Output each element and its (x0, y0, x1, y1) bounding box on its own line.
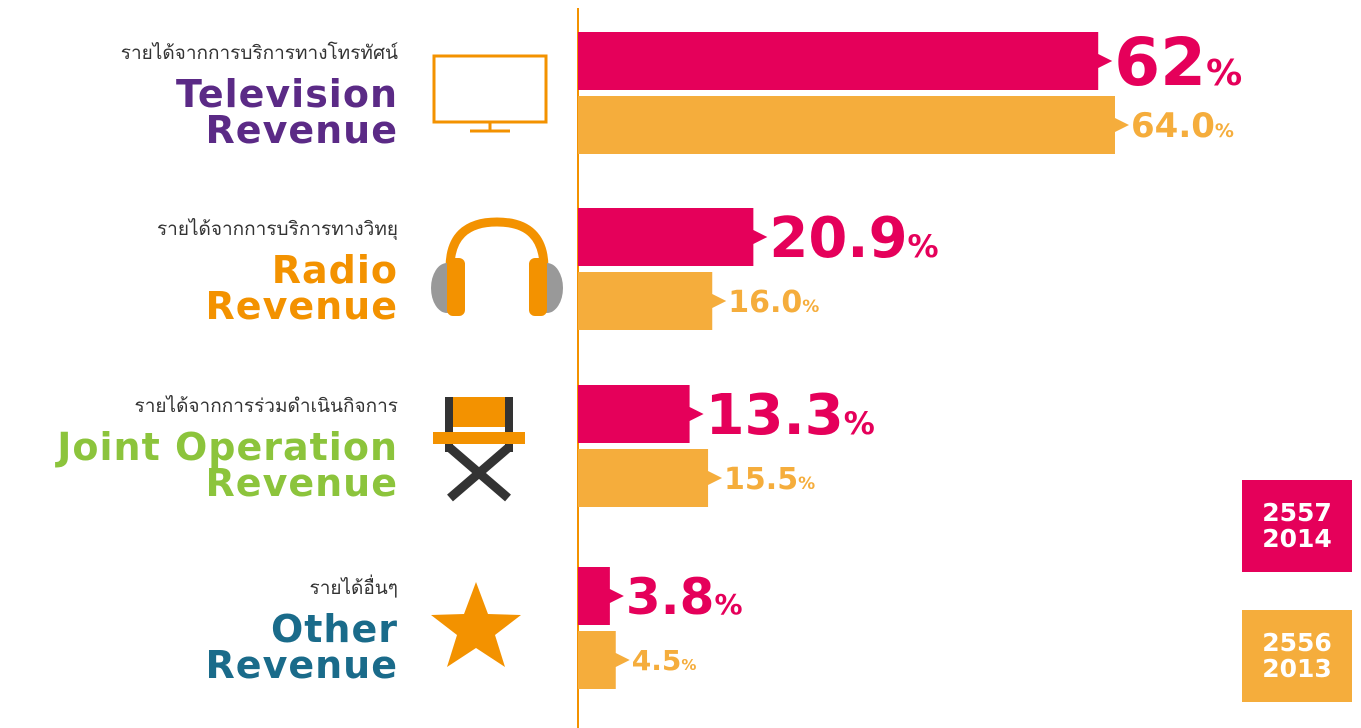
bar (578, 96, 1129, 154)
value-label: 16.0% (728, 285, 819, 320)
bar (578, 449, 723, 507)
value-unit: % (798, 474, 815, 494)
value-number: 20.9 (769, 206, 907, 271)
value-number: 4.5 (632, 644, 682, 677)
value-label: 20.9% (769, 206, 938, 271)
category-label: รายได้จากการบริการทางโทรทัศน์ Television … (0, 38, 398, 152)
category-subtitle: รายได้จากการร่วมดำเนินกิจการ (134, 395, 398, 417)
value-unit: % (1215, 120, 1234, 142)
value-number: 16.0 (728, 285, 802, 320)
tv-icon (432, 54, 548, 133)
category-name: Other Revenue (205, 607, 398, 687)
value-number: 15.5 (724, 462, 798, 497)
value-unit: % (1206, 53, 1242, 94)
value-unit: % (714, 588, 742, 621)
value-unit: % (681, 656, 696, 674)
value-label: 13.3% (706, 383, 875, 448)
category-subtitle: รายได้อื่นๆ (309, 577, 398, 599)
bar (578, 272, 727, 330)
value-label: 3.8% (626, 568, 743, 626)
bar (578, 385, 704, 443)
value-unit: % (802, 297, 819, 317)
category-subtitle: รายได้จากการบริการทางวิทยุ (156, 218, 398, 240)
star-icon (431, 582, 521, 667)
value-label: 15.5% (724, 462, 815, 497)
legend-entry: 2556 2013 (1242, 610, 1352, 702)
value-label: 4.5% (632, 644, 697, 677)
value-label: 64.0% (1131, 106, 1234, 146)
value-number: 13.3 (706, 383, 844, 448)
bar (578, 32, 1113, 90)
category-label: รายได้จากการบริการทางวิทยุ Radio Revenue (0, 214, 398, 328)
value-number: 62 (1114, 24, 1206, 101)
category-subtitle: รายได้จากการบริการทางโทรทัศน์ (120, 42, 398, 64)
category-label: รายได้จากการร่วมดำเนินกิจการ Joint Operat… (0, 391, 398, 505)
category-name: Radio Revenue (205, 248, 398, 328)
bar (578, 567, 624, 625)
value-unit: % (844, 406, 875, 442)
value-unit: % (908, 229, 939, 265)
chair-icon (433, 397, 525, 502)
legend-entry: 2557 2014 (1242, 480, 1352, 572)
value-number: 64.0 (1131, 106, 1215, 146)
category-name: Joint Operation Revenue (57, 425, 398, 505)
bar (578, 631, 630, 689)
category-label: รายได้อื่นๆ Other Revenue (0, 573, 398, 687)
value-number: 3.8 (626, 568, 715, 626)
bar (578, 208, 768, 266)
category-name: Television Revenue (175, 72, 398, 152)
value-label: 62% (1114, 24, 1242, 101)
headphones-icon (431, 217, 563, 316)
